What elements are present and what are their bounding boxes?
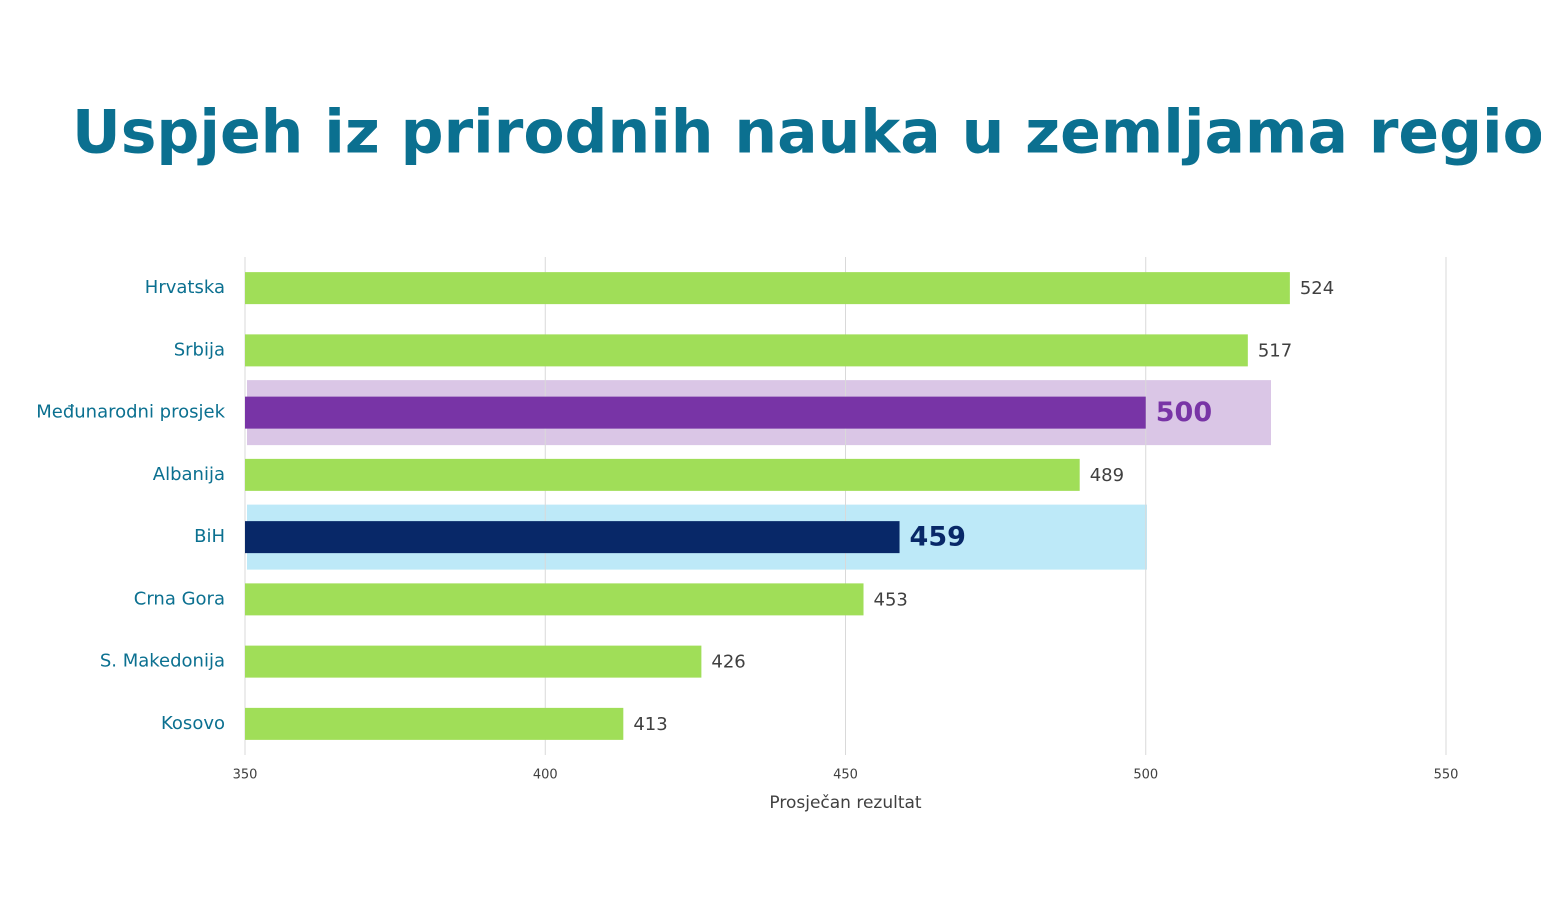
bar xyxy=(245,521,900,554)
bar xyxy=(245,458,1080,491)
value-label: 413 xyxy=(633,714,667,735)
value-label: 517 xyxy=(1258,340,1292,361)
value-label: 453 xyxy=(874,589,908,610)
value-label: 489 xyxy=(1090,465,1124,486)
y-tick-label: Albanija xyxy=(153,464,225,485)
bar xyxy=(245,396,1146,429)
value-label: 426 xyxy=(711,652,745,673)
x-tick-label: 550 xyxy=(1434,768,1459,783)
x-tick-label: 450 xyxy=(833,768,858,783)
bar xyxy=(245,334,1248,367)
value-label: 459 xyxy=(910,522,966,553)
y-tick-label: Kosovo xyxy=(161,713,225,734)
bar xyxy=(245,272,1290,305)
y-tick-label: Crna Gora xyxy=(134,588,225,609)
x-tick-label: 500 xyxy=(1133,768,1158,783)
bar xyxy=(245,583,864,616)
x-axis-title: Prosječan rezultat xyxy=(769,793,922,813)
y-tick-label: BiH xyxy=(194,526,225,547)
chart-title: Uspjeh iz prirodnih nauka u zemljama reg… xyxy=(72,98,1541,168)
x-tick-label: 350 xyxy=(233,768,258,783)
y-tick-label: Hrvatska xyxy=(145,277,225,298)
y-tick-label: Međunarodni prosjek xyxy=(36,402,225,423)
bar xyxy=(245,645,702,678)
value-label: 500 xyxy=(1156,397,1212,428)
bar xyxy=(245,707,624,740)
x-tick-label: 400 xyxy=(533,768,558,783)
y-tick-label: Srbija xyxy=(174,339,225,360)
y-tick-label: S. Makedonija xyxy=(100,651,225,672)
value-label: 524 xyxy=(1300,278,1334,299)
